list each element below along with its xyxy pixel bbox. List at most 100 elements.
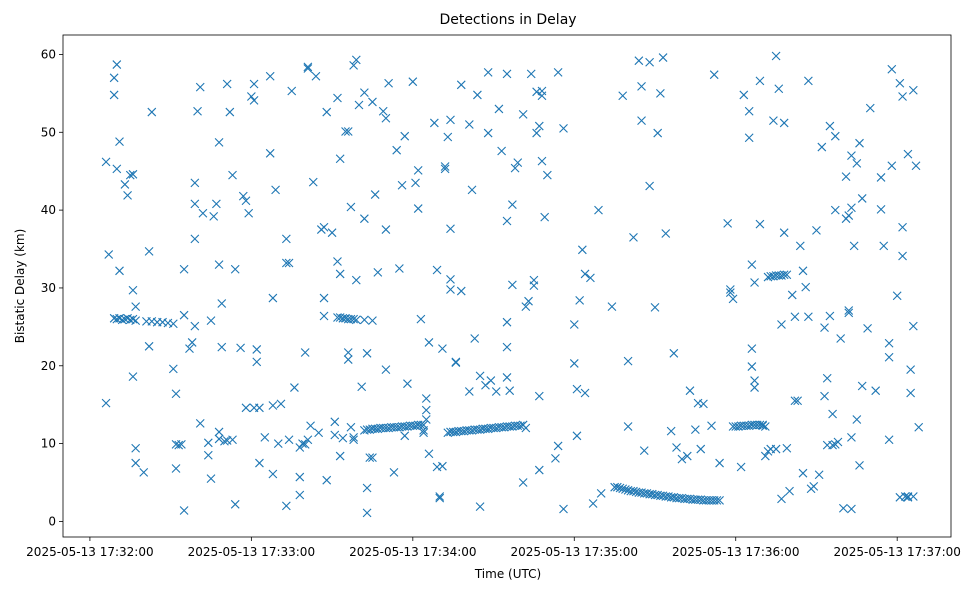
data-point (553, 67, 563, 77)
x-axis: 2025-05-13 17:32:00 2025-05-13 17:33:00 20… (26, 537, 961, 559)
data-point (828, 440, 837, 450)
data-point (343, 348, 353, 357)
data-point (513, 158, 523, 168)
data-point (473, 90, 482, 100)
data-point (865, 103, 875, 113)
data-point (101, 157, 111, 167)
data-point (333, 93, 342, 103)
data-point (820, 323, 829, 333)
data-point (190, 321, 200, 331)
data-point (809, 482, 819, 491)
data-point (712, 496, 722, 505)
data-point (171, 389, 181, 399)
data-point (203, 438, 213, 448)
data-point (777, 494, 786, 504)
data-point (220, 436, 229, 446)
data-point (244, 208, 254, 218)
x-tick-label: 2025-05-13 17:36:00 (672, 545, 799, 559)
data-point (814, 470, 824, 480)
data-point (308, 177, 318, 187)
data-point (265, 148, 275, 158)
data-point (351, 315, 361, 325)
data-point (281, 258, 291, 268)
data-point (424, 449, 434, 459)
data-point (884, 352, 894, 362)
x-axis-label: Time (UTC) (474, 567, 541, 581)
data-point (887, 161, 897, 171)
data-point (747, 344, 757, 354)
data-point (351, 55, 361, 65)
data-point (112, 164, 122, 174)
data-point (779, 228, 789, 238)
data-point (190, 199, 200, 209)
data-point (446, 224, 455, 234)
data-point (400, 131, 410, 141)
data-point (521, 302, 531, 312)
data-point (483, 128, 493, 138)
data-point (128, 314, 138, 324)
data-point (906, 365, 916, 375)
data-point (464, 120, 474, 129)
data-point (728, 294, 738, 304)
data-point (451, 358, 461, 368)
data-point (661, 229, 671, 238)
data-point (335, 451, 345, 461)
data-point (825, 121, 835, 131)
data-point (798, 468, 808, 478)
data-point (779, 270, 789, 280)
data-point (389, 468, 399, 477)
data-point (685, 386, 695, 396)
data-point (577, 245, 587, 255)
data-point (655, 88, 665, 98)
data-point (362, 508, 372, 518)
data-point (502, 317, 512, 327)
data-point (618, 91, 628, 101)
data-point (346, 422, 356, 432)
data-point (115, 266, 124, 276)
data-point (419, 428, 428, 438)
data-point (529, 275, 539, 285)
data-point (338, 433, 348, 443)
data-point (295, 443, 305, 452)
data-point (440, 164, 450, 174)
data-point (715, 496, 724, 505)
data-point (411, 178, 420, 188)
data-point (760, 451, 770, 461)
data-point (887, 64, 897, 74)
data-point (246, 92, 256, 101)
data-point (699, 399, 708, 409)
data-point (790, 312, 800, 322)
data-point (494, 104, 504, 114)
data-point (623, 422, 633, 431)
data-point (435, 492, 445, 501)
data-point (537, 91, 547, 101)
data-point (895, 78, 905, 88)
data-point (214, 138, 224, 147)
data-point (820, 391, 829, 401)
data-point (637, 116, 646, 126)
data-point (516, 421, 525, 431)
data-point (725, 288, 735, 298)
data-point (381, 225, 391, 234)
data-point (343, 127, 353, 136)
data-point (725, 285, 735, 294)
data-point (629, 486, 638, 496)
data-point (645, 181, 655, 191)
data-point (637, 81, 646, 91)
data-point (236, 343, 245, 353)
data-point (844, 308, 854, 318)
data-point (857, 381, 867, 391)
data-point (381, 365, 391, 375)
x-tick-label: 2025-05-13 17:34:00 (349, 545, 476, 559)
data-point (803, 312, 813, 322)
data-point (534, 121, 544, 131)
data-point (295, 472, 305, 482)
data-point (394, 264, 404, 273)
data-point (349, 435, 359, 445)
data-point (131, 316, 141, 326)
data-point (400, 431, 410, 441)
data-point (607, 302, 617, 312)
data-point (333, 257, 342, 266)
data-point (198, 208, 208, 218)
